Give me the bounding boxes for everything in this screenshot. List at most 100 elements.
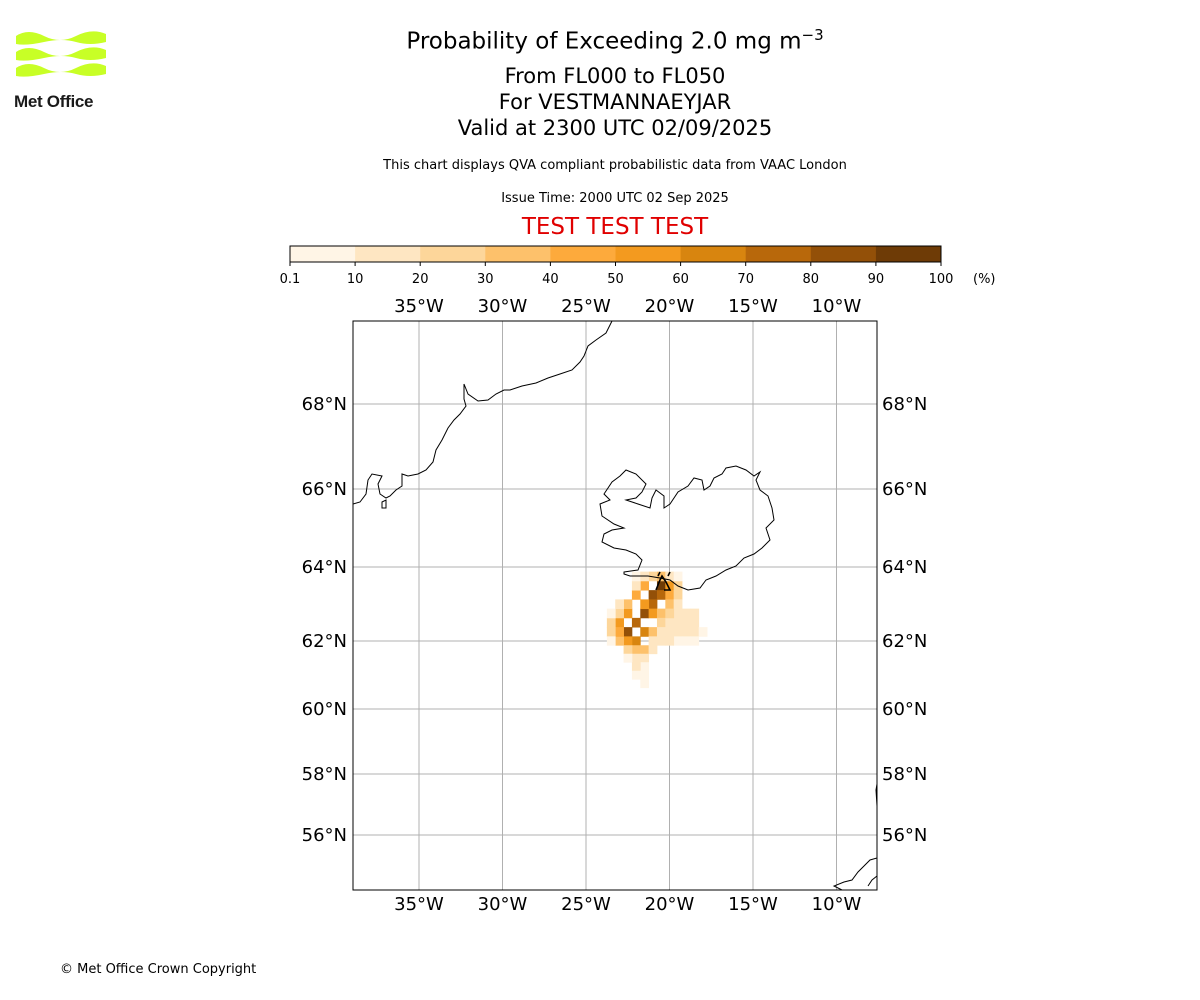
plume-cell [606, 608, 616, 619]
plume-cell [631, 645, 641, 655]
plume-cell [673, 608, 683, 619]
plume-cell [631, 580, 641, 591]
chart-title-superscript: −3 [801, 26, 824, 44]
colorbar-tick-label: 70 [737, 272, 754, 287]
colorbar: 0.1 10 20 30 40 50 60 70 80 90 100 (%) [280, 245, 996, 287]
plume-cell [690, 627, 700, 637]
colorbar-tick-label: 10 [347, 272, 364, 287]
axis-tick-label: 60°N [302, 699, 347, 720]
axis-tick-label: 68°N [882, 394, 927, 415]
plume-cell [640, 662, 650, 672]
ash-plume [606, 571, 708, 689]
plume-cell [673, 617, 683, 628]
plume-cell [656, 608, 666, 619]
plume-cell [690, 636, 700, 646]
plume-cell [623, 627, 633, 637]
axis-tick-label: 58°N [882, 764, 927, 785]
plume-cell [640, 599, 650, 610]
colorbar-segment [875, 246, 942, 262]
lon-labels-top: 35°W 30°W 25°W 20°W 15°W 10°W [394, 296, 861, 317]
coastlines [353, 321, 877, 890]
logo-wave-1 [16, 31, 106, 45]
map-gridlines [353, 321, 877, 890]
axis-tick-label: 58°N [302, 764, 347, 785]
axis-tick-label: 56°N [302, 825, 347, 846]
lat-labels-left: 68°N 66°N 64°N 62°N 60°N 58°N 56°N [302, 394, 347, 846]
plume-cell [640, 679, 650, 689]
scotland-coast [832, 783, 877, 890]
axis-tick-label: 60°N [882, 699, 927, 720]
plume-cell [682, 636, 691, 646]
colorbar-tick-label: 60 [672, 272, 689, 287]
plume-cell [665, 590, 675, 600]
colorbar-tick-label: 20 [412, 272, 429, 287]
plume-cell [673, 571, 683, 582]
plume-cell [615, 617, 624, 628]
plume-cell [615, 627, 624, 637]
plume-cell [631, 617, 641, 628]
axis-tick-label: 30°W [478, 894, 528, 915]
axis-tick-label: 64°N [882, 557, 927, 578]
colorbar-segment [485, 246, 551, 262]
plume-cell [690, 617, 700, 628]
plume-cell [623, 599, 633, 610]
plume-cell [665, 580, 675, 591]
logo-text: Met Office [14, 92, 94, 111]
colorbar-segment [290, 246, 356, 262]
axis-tick-label: 56°N [882, 825, 927, 846]
volcano-location: For VESTMANNAEYJAR [498, 90, 732, 114]
plume-cell [698, 627, 708, 637]
plume-cell [631, 636, 641, 646]
axis-tick-label: 20°W [645, 894, 695, 915]
plume-cell [648, 627, 658, 637]
plume-cell [665, 617, 675, 628]
plume-cell [690, 608, 700, 619]
greenland-islet [381, 499, 387, 509]
colorbar-segment [810, 246, 877, 262]
met-office-logo: Met Office [14, 30, 110, 111]
plume-cell [640, 670, 650, 680]
axis-tick-label: 10°W [812, 296, 862, 317]
plume-cell [656, 590, 666, 600]
axis-tick-label: 35°W [394, 894, 444, 915]
axis-tick-label: 66°N [302, 479, 347, 500]
colorbar-unit: (%) [973, 272, 996, 287]
colorbar-tick-label: 100 [929, 272, 954, 287]
axis-tick-label: 10°W [812, 894, 862, 915]
plume-cell [623, 653, 633, 663]
plume-cell [623, 636, 633, 646]
plume-cell [606, 617, 616, 628]
plume-cell [656, 580, 666, 591]
plume-cell [665, 571, 675, 582]
plume-cell [623, 608, 633, 619]
colorbar-tick-label: 30 [477, 272, 494, 287]
map-frame [352, 320, 878, 891]
plume-cell [631, 590, 641, 600]
plume-cell [682, 617, 691, 628]
axis-tick-label: 15°W [728, 894, 778, 915]
lon-labels-bottom: 35°W 30°W 25°W 20°W 15°W 10°W [394, 894, 861, 915]
plume-cell [656, 636, 666, 646]
logo-wave-3 [16, 63, 106, 77]
colorbar-segment [550, 246, 616, 262]
axis-tick-label: 35°W [394, 296, 444, 317]
plume-cell [615, 599, 624, 610]
colorbar-tick-label: 40 [542, 272, 559, 287]
axis-tick-label: 66°N [882, 479, 927, 500]
test-banner: TEST TEST TEST [521, 214, 709, 240]
axis-tick-label: 15°W [728, 296, 778, 317]
plume-cell [648, 608, 658, 619]
colorbar-segment [420, 246, 486, 262]
met-office-wave-icon [16, 31, 106, 77]
iceland-coast [599, 465, 775, 591]
plume-cell [631, 662, 641, 672]
map-panel: 35°W 30°W 25°W 20°W 15°W 10°W 35°W 30°W 25°W 20°… [302, 296, 928, 915]
axis-tick-label: 25°W [561, 894, 611, 915]
copyright-notice: © Met Office Crown Copyright [60, 962, 257, 977]
plume-cell [656, 617, 666, 628]
plume-cell [631, 653, 641, 663]
axis-tick-label: 20°W [645, 296, 695, 317]
plume-cell [673, 627, 683, 637]
colorbar-tick-label: 50 [607, 272, 624, 287]
